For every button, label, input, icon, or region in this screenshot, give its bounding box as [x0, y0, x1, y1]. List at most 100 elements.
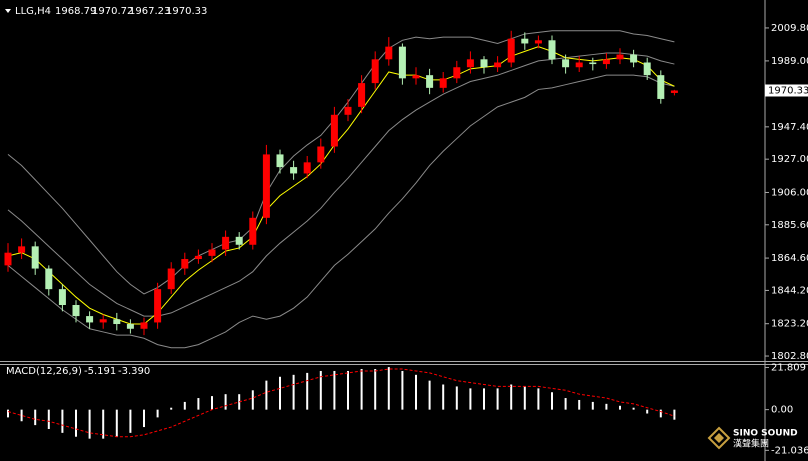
y-tick-label: 1823.20 [771, 319, 808, 330]
candle-body [4, 252, 12, 266]
histogram-bar [415, 374, 417, 410]
histogram-bar [455, 386, 458, 410]
candle-body [167, 268, 175, 290]
candle-body [222, 236, 230, 250]
histogram-bar [7, 409, 9, 418]
candle-body [480, 59, 488, 68]
candle-body [140, 322, 148, 329]
histogram-bar [401, 370, 404, 410]
histogram-bar [292, 374, 295, 410]
histogram-bar [75, 409, 77, 437]
histogram-bar [483, 388, 485, 410]
candle-body [58, 289, 66, 305]
candle-body [86, 316, 94, 323]
candle-body [534, 40, 542, 44]
line [7, 368, 675, 438]
y-tick-label: 1989.00 [771, 56, 808, 67]
candle-body [262, 154, 270, 218]
candle-body [18, 246, 26, 253]
candle-body [412, 75, 420, 79]
candle-body [330, 114, 338, 147]
menu-arrow[interactable] [5, 9, 11, 13]
line [7, 74, 675, 349]
histogram-bar [143, 409, 145, 428]
candle-body [235, 236, 243, 245]
histogram-bar [646, 409, 649, 414]
price-box [765, 84, 808, 97]
histogram-bar [115, 409, 118, 437]
histogram-bar [537, 388, 540, 410]
candle-body [72, 304, 80, 317]
histogram-bar [306, 372, 309, 410]
signal-readout: -3.390 [118, 366, 150, 377]
watermark-name: SINO SOUND [733, 429, 798, 439]
candle-body [126, 324, 134, 329]
histogram-bar [347, 370, 349, 410]
candle-body [562, 59, 570, 68]
y-tick-label: 1906.00 [771, 187, 808, 198]
histogram-bar [632, 407, 635, 410]
candle-body [494, 62, 502, 68]
y-tick-label: 1927.00 [771, 154, 808, 165]
candle-body [385, 46, 393, 60]
candle-body [670, 90, 678, 93]
y-tick-label: 1885.60 [771, 220, 808, 231]
histogram-bar [251, 390, 254, 410]
candle-body [643, 62, 651, 76]
histogram-bar [428, 380, 431, 410]
line [7, 52, 675, 317]
candle-body [466, 59, 474, 68]
line [7, 30, 675, 295]
histogram-bar [183, 401, 186, 410]
candle-body [99, 319, 107, 323]
histogram-bar [469, 388, 472, 410]
candle-body [303, 162, 311, 174]
histogram-bar [578, 399, 581, 410]
histogram-bar [673, 409, 676, 420]
candle-body [45, 268, 53, 290]
histogram-bar [442, 384, 445, 410]
y-tick-label: 1802.80 [771, 351, 808, 362]
y-tick-label: 0.00 [771, 405, 793, 416]
logo [714, 433, 724, 443]
candle-body [630, 54, 638, 63]
watermark-cn: 漢聲集團 [733, 438, 769, 450]
candle-body [616, 54, 624, 60]
candle-body [358, 83, 366, 107]
y-tick-label: -21.036 [771, 445, 808, 456]
candle-body [317, 146, 325, 163]
low-readout: 1967.23 [129, 6, 170, 17]
high-readout: 1970.72 [92, 6, 133, 17]
watermark: SINO SOUND 漢聲集團 [707, 426, 798, 450]
histogram-bar [564, 398, 567, 410]
histogram-bar [279, 376, 281, 410]
current-price: 1970.33 [768, 85, 808, 96]
candle-body [575, 62, 583, 68]
histogram-bar [20, 409, 23, 422]
candle-body [439, 78, 447, 88]
histogram-bar [61, 409, 64, 433]
histogram-bar [265, 380, 268, 410]
candle-body [521, 38, 529, 44]
candle-body [276, 154, 284, 168]
candle-body [602, 59, 610, 65]
y-tick-label: 21.809 [771, 362, 806, 373]
open-readout: 1968.79 [55, 6, 96, 17]
candle-body [31, 246, 39, 269]
candle-body [181, 259, 189, 269]
candle-body [290, 167, 298, 174]
candle-body [344, 106, 352, 115]
histogram-bar [659, 409, 662, 418]
candle-body [113, 319, 121, 325]
candle-body [589, 62, 597, 65]
histogram-bar [102, 409, 105, 439]
candle-body [426, 75, 434, 88]
histogram-bar [333, 370, 336, 410]
macd-title: MACD(12,26,9) [6, 366, 82, 377]
histogram-bar [619, 405, 621, 410]
histogram-bar [156, 409, 159, 418]
histogram-bar [510, 384, 513, 410]
y-tick-label: 1947.40 [771, 122, 808, 133]
y-tick-label: 1844.20 [771, 285, 808, 296]
y-tick-label: 2009.80 [771, 23, 808, 34]
